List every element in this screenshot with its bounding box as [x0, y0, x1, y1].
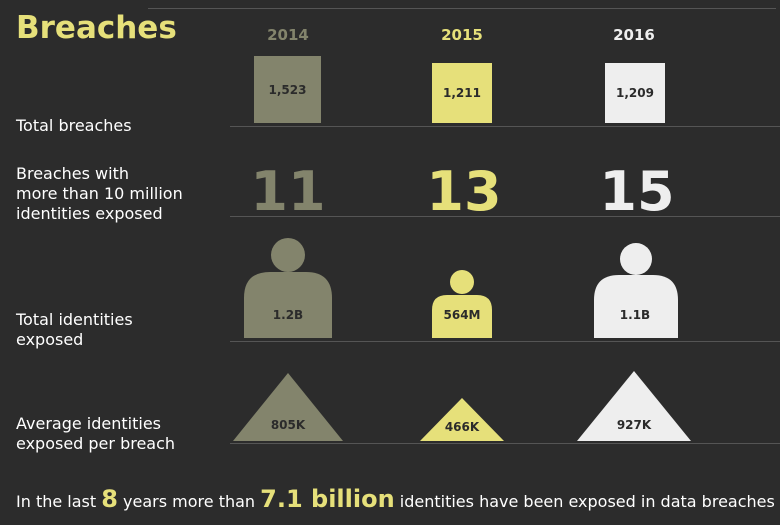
person-figure-2016 — [594, 243, 678, 338]
row-divider-1 — [230, 126, 780, 127]
average-identities-2016: 927K — [616, 418, 652, 432]
footer-text-3: identities have been exposed in data bre… — [399, 492, 775, 511]
row-divider-4 — [230, 443, 780, 444]
total-breaches-box-2014: 1,523 — [254, 56, 321, 123]
large-breaches-label-line2: more than 10 million — [16, 184, 183, 203]
year-header-2016: 2016 — [613, 26, 655, 44]
triangle-2016 — [577, 371, 691, 441]
average-identities-2014: 805K — [270, 418, 306, 432]
total-breaches-box-2015: 1,211 — [432, 63, 492, 123]
large-breaches-2016: 15 — [599, 160, 675, 223]
large-breaches-2015: 13 — [426, 160, 502, 223]
triangle-2015 — [420, 398, 504, 441]
total-identities-label-line1: Total identities — [16, 310, 133, 329]
person-figure-2015 — [432, 270, 492, 338]
footer-text-2: years more than — [123, 492, 256, 511]
large-breaches-label-line3: identities exposed — [16, 204, 163, 223]
year-header-2015: 2015 — [441, 26, 483, 44]
row-divider-3 — [230, 341, 780, 342]
large-breaches-2014: 11 — [250, 160, 326, 223]
total-identities-label: Total identities exposed — [16, 310, 133, 350]
average-identities-label-line1: Average identities — [16, 414, 161, 433]
average-identities-2015: 466K — [444, 420, 480, 434]
average-identities-label: Average identities exposed per breach — [16, 414, 175, 454]
row-divider-2 — [230, 216, 780, 217]
top-divider — [148, 8, 776, 9]
footer-text-1: In the last — [16, 492, 97, 511]
total-identities-2016: 1.1B — [619, 308, 651, 322]
footer-years-count: 8 — [101, 485, 118, 513]
total-identities-2014: 1.2B — [272, 308, 304, 322]
total-breaches-label: Total breaches — [16, 116, 132, 135]
footer-total: 7.1 billion — [260, 485, 395, 513]
average-identities-label-line2: exposed per breach — [16, 434, 176, 453]
large-breaches-label-line1: Breaches with — [16, 164, 129, 183]
footer-summary: In the last 8 years more than 7.1 billio… — [16, 485, 775, 513]
triangle-2014 — [233, 373, 343, 441]
total-identities-2015: 564M — [443, 308, 481, 322]
year-header-2014: 2014 — [267, 26, 309, 44]
page-title: Breaches — [16, 10, 177, 46]
person-figure-2014 — [244, 238, 332, 338]
total-breaches-box-2016: 1,209 — [605, 63, 665, 123]
large-breaches-label: Breaches with more than 10 million ident… — [16, 164, 183, 224]
total-identities-label-line2: exposed — [16, 330, 84, 349]
